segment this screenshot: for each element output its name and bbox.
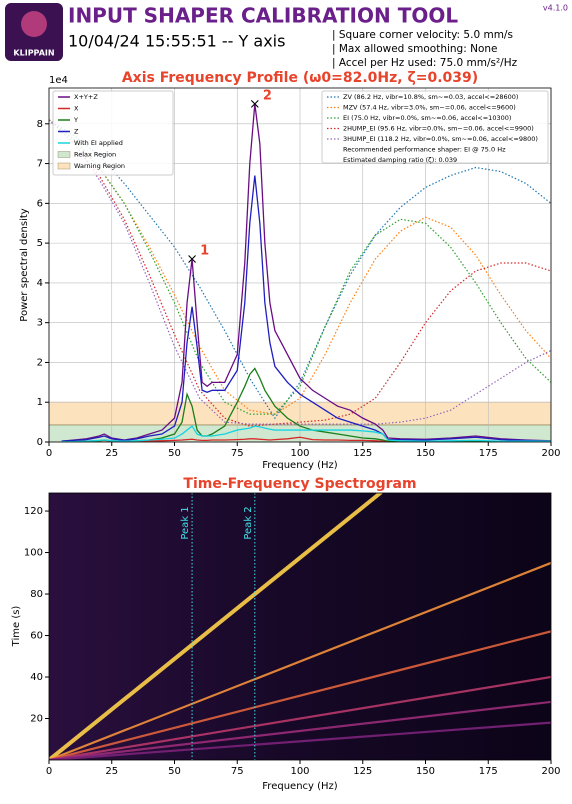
legend-label: 2HUMP_EI (95.6 Hz, vibr=0.0%, sm~=0.06, … bbox=[343, 125, 534, 133]
info-line: | Accel per Hz used: 75.0 mm/s²/Hz bbox=[332, 57, 518, 69]
x-axis-label: Frequency (Hz) bbox=[262, 781, 338, 792]
shaper-line bbox=[49, 119, 551, 415]
ridge bbox=[49, 561, 551, 760]
legend-label: ZV (86.2 Hz, vibr=10.8%, sm~=0.03, accel… bbox=[343, 93, 518, 101]
plot-frame bbox=[48, 492, 552, 761]
chart-title: Axis Frequency Profile (ω0=82.0Hz, ζ=0.0… bbox=[122, 70, 478, 86]
x-tick-label: 125 bbox=[353, 448, 372, 459]
peak-marker bbox=[250, 100, 259, 108]
legend-label: X bbox=[74, 105, 79, 113]
x-tick-label: 175 bbox=[479, 766, 498, 777]
y-tick-label: 4 bbox=[37, 278, 43, 289]
ridge bbox=[49, 721, 551, 760]
y-tick-label: 20 bbox=[30, 714, 43, 725]
shaper-line bbox=[49, 119, 551, 420]
x-tick-label: 75 bbox=[231, 766, 244, 777]
legend-label: Z bbox=[74, 128, 79, 136]
legend-label: 3HUMP_EI (118.2 Hz, vibr=0.0%, sm~=0.06,… bbox=[343, 135, 538, 143]
y-tick-label: 8 bbox=[37, 119, 43, 130]
spectrogram-background bbox=[49, 493, 551, 760]
logo-text: KLIPPAIN bbox=[13, 49, 54, 58]
x-tick-label: 75 bbox=[231, 448, 244, 459]
page-title: INPUT SHAPER CALIBRATION TOOL bbox=[68, 4, 458, 28]
x-tick-label: 25 bbox=[105, 448, 118, 459]
y-tick-label: 3 bbox=[37, 318, 43, 329]
recommendation: Recommended performance shaper: EI @ 75.… bbox=[343, 146, 506, 154]
y-tick-label: 2 bbox=[37, 357, 43, 368]
x-axis-label: Frequency (Hz) bbox=[262, 460, 338, 471]
y-tick-label: 60 bbox=[30, 631, 43, 642]
x-tick-label: 150 bbox=[416, 766, 435, 777]
x-tick-label: 125 bbox=[353, 766, 372, 777]
legend-label: Warning Region bbox=[74, 162, 125, 170]
y-offset-label: 1e4 bbox=[49, 75, 68, 86]
y-tick-label: 120 bbox=[24, 506, 43, 517]
y-tick-label: 1 bbox=[37, 397, 43, 408]
y-axis-label: Power spectral density bbox=[19, 208, 30, 321]
x-tick-label: 100 bbox=[290, 448, 309, 459]
series-line bbox=[61, 103, 551, 442]
shaper-line bbox=[49, 119, 551, 415]
peak-marker bbox=[188, 255, 196, 263]
ridge bbox=[49, 675, 551, 760]
legend-label: MZV (57.4 Hz, vibr=3.0%, sm~=0.06, accel… bbox=[343, 104, 516, 112]
x-tick-label: 175 bbox=[479, 448, 498, 459]
ridge bbox=[49, 493, 383, 760]
y-tick-label: 7 bbox=[37, 159, 43, 170]
version: v4.1.0 bbox=[543, 4, 568, 13]
x-tick-label: 50 bbox=[168, 448, 181, 459]
peak-label: 2 bbox=[263, 88, 272, 103]
peak-line-label: Peak 1 bbox=[180, 506, 191, 539]
plot-frame bbox=[48, 87, 552, 443]
legend-label: Y bbox=[73, 116, 78, 124]
chart-title: Time-Frequency Spectrogram bbox=[183, 476, 416, 492]
legend-label: With EI applied bbox=[74, 139, 123, 147]
info-line: | Square corner velocity: 5.0 mm/s bbox=[332, 29, 513, 41]
peak-label: 1 bbox=[200, 244, 209, 259]
x-tick-label: 200 bbox=[541, 448, 560, 459]
plot-area bbox=[49, 103, 551, 442]
y-tick-label: 100 bbox=[24, 548, 43, 559]
plot-area bbox=[49, 493, 551, 760]
legend-swatch bbox=[57, 151, 71, 158]
x-tick-label: 50 bbox=[168, 766, 181, 777]
y-tick-label: 40 bbox=[30, 672, 43, 683]
page-subtitle: 10/04/24 15:55:51 -- Y axis bbox=[68, 32, 285, 51]
ridge bbox=[49, 700, 551, 760]
info-line: | Max allowed smoothing: None bbox=[332, 43, 498, 55]
series-line bbox=[61, 425, 551, 442]
y-tick-label: 80 bbox=[30, 589, 43, 600]
legend-swatch bbox=[57, 162, 71, 170]
legend-box bbox=[321, 90, 549, 164]
y-tick-label: 5 bbox=[37, 238, 43, 249]
legend-label: Relax Region bbox=[74, 151, 116, 159]
peak-line-label: Peak 2 bbox=[243, 506, 254, 539]
x-tick-label: 200 bbox=[541, 766, 560, 777]
x-tick-label: 0 bbox=[46, 766, 52, 777]
legend-box bbox=[52, 90, 174, 176]
y-tick-label: 6 bbox=[37, 198, 43, 209]
damping-ratio: Estimated damping ratio (ζ): 0.039 bbox=[343, 156, 457, 164]
x-tick-label: 150 bbox=[416, 448, 435, 459]
x-tick-label: 25 bbox=[105, 766, 118, 777]
x-tick-label: 0 bbox=[46, 448, 52, 459]
y-tick-label: 0 bbox=[37, 437, 43, 448]
logo-icon bbox=[21, 11, 47, 37]
y-axis-label: Time (s) bbox=[11, 606, 22, 648]
legend-label: EI (75.0 Hz, vibr=0.0%, sm~=0.06, accel<… bbox=[343, 114, 511, 122]
legend-label: X+Y+Z bbox=[74, 93, 98, 101]
ridge bbox=[49, 630, 551, 760]
x-tick-label: 100 bbox=[290, 766, 309, 777]
series-line bbox=[61, 175, 551, 442]
